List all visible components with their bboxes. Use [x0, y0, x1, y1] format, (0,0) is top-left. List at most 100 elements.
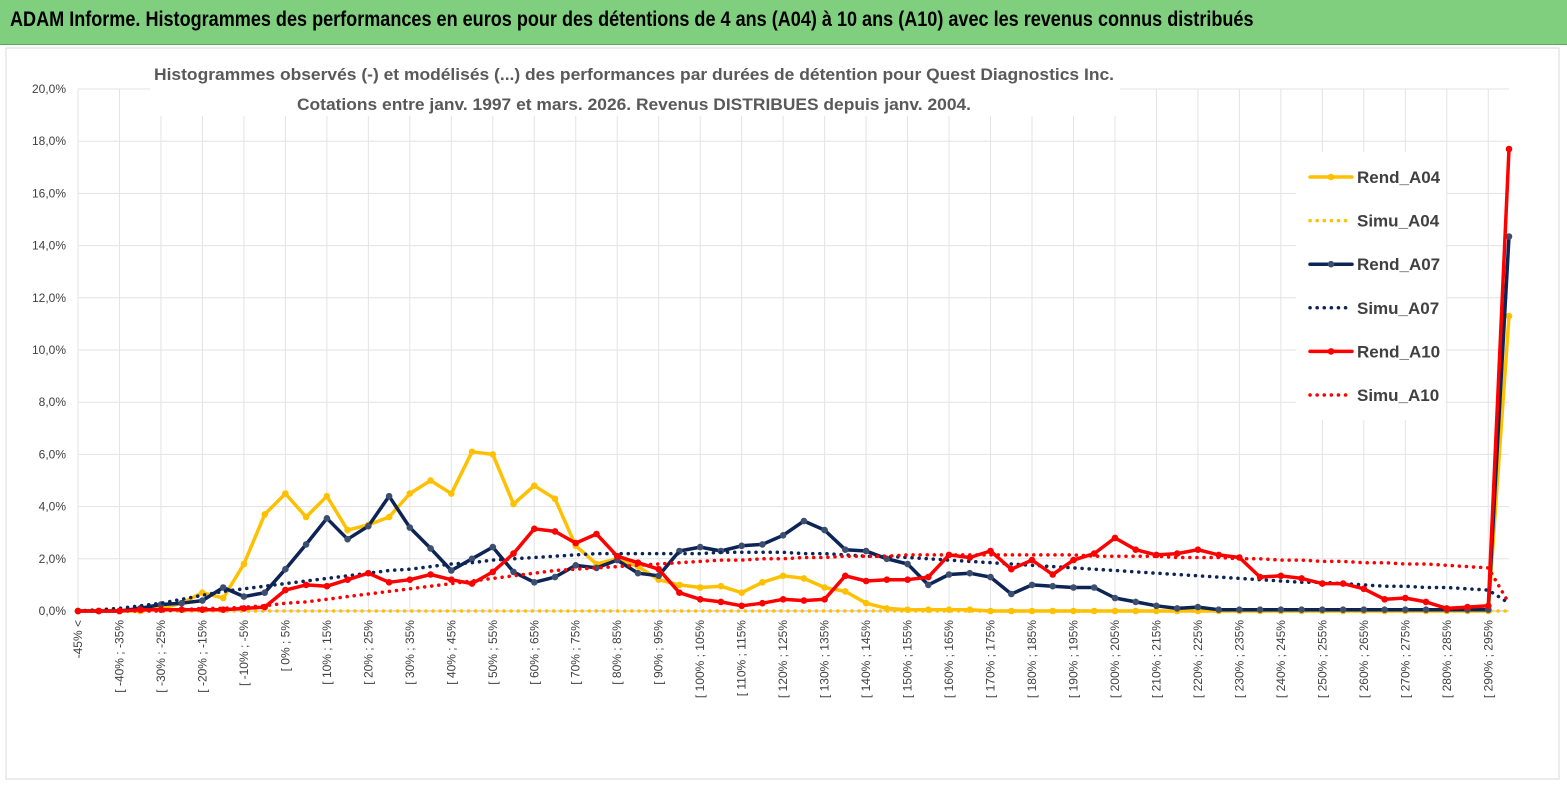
point-rend-a07: [987, 573, 994, 581]
point-rend-a04: [240, 560, 248, 568]
point-rend-a10: [1070, 556, 1077, 564]
point-rend-a10: [1008, 565, 1015, 573]
point-rend-a10: [1298, 575, 1305, 582]
legend-marker-rend-a07: [1327, 260, 1335, 268]
point-rend-a07: [323, 515, 331, 522]
point-rend-a07: [904, 560, 911, 568]
legend-label-rend-a07: Rend_A07: [1357, 255, 1440, 274]
point-rend-a07: [1153, 602, 1160, 610]
point-rend-a07: [821, 526, 828, 534]
point-rend-a07: [1111, 594, 1119, 602]
point-rend-a07: [1008, 590, 1015, 598]
chart-subtitle: Cotations entre janv. 1997 et mars. 2026…: [297, 95, 971, 114]
point-rend-a10: [178, 606, 185, 613]
point-rend-a10: [427, 571, 434, 578]
y-axis-ticks: 0,0% 2,0% 4,0% 6,0% 8,0% 10,0% 12,0% 14,0% 16,0%…: [32, 82, 66, 618]
point-rend-a10: [344, 576, 351, 583]
point-rend-a10: [613, 552, 621, 560]
legend-label-rend-a04: Rend_A04: [1357, 168, 1441, 187]
point-rend-a07: [779, 532, 787, 539]
series-line-simu-a10: [76, 553, 1511, 613]
x-tick-label: [ 290% ; 295%: [1481, 620, 1495, 698]
point-rend-a04: [344, 526, 351, 534]
point-rend-a07: [551, 573, 559, 581]
title-background: [150, 58, 1120, 116]
y-tick-label: 4,0%: [39, 500, 67, 514]
legend-label-simu-a04: Simu_A04: [1357, 212, 1440, 231]
point-rend-a10: [1422, 598, 1430, 606]
point-rend-a10: [676, 589, 683, 596]
point-rend-a07: [1319, 606, 1326, 613]
point-rend-a10: [1464, 603, 1471, 611]
series-line-rend-a10: [76, 147, 1511, 613]
point-rend-a10: [987, 547, 994, 555]
x-tick-label: [ 280% ; 285%: [1440, 620, 1454, 698]
point-rend-a04: [862, 599, 870, 607]
point-rend-a04: [1008, 607, 1015, 615]
point-rend-a04: [302, 513, 310, 521]
x-axis-ticks: -45% < [ -40% ; -35% [ -30% ; -25% [ -20% ;…: [71, 620, 1495, 698]
legend-label-simu-a07: Simu_A07: [1357, 299, 1439, 318]
point-rend-a07: [531, 579, 538, 586]
point-rend-a10: [1277, 572, 1285, 580]
point-rend-a10: [1090, 550, 1098, 557]
x-tick-label: [ 190% ; 195%: [1066, 620, 1080, 698]
point-rend-a10: [883, 576, 891, 583]
point-rend-a07: [1381, 606, 1388, 613]
point-rend-a07: [1236, 606, 1243, 613]
point-rend-a04: [406, 490, 414, 497]
x-tick-label: -45% <: [71, 620, 85, 658]
point-rend-a07: [1090, 584, 1098, 591]
point-rend-a10: [1443, 605, 1451, 612]
point-rend-a07: [261, 589, 269, 596]
point-rend-a07: [1132, 598, 1139, 606]
point-rend-a07: [655, 572, 662, 580]
point-rend-a04: [282, 490, 289, 497]
point-rend-a10: [572, 539, 579, 547]
point-rend-a10: [593, 530, 600, 538]
point-rend-a10: [1381, 596, 1388, 603]
point-rend-a07: [1505, 233, 1513, 240]
point-rend-a04: [261, 511, 269, 518]
point-rend-a07: [448, 567, 455, 574]
x-tick-label: [ 200% ; 205%: [1108, 620, 1122, 698]
histogram-chart: 0,0% 2,0% 4,0% 6,0% 8,0% 10,0% 12,0% 14,0% 16,0%…: [5, 47, 1560, 780]
y-tick-label: 12,0%: [32, 291, 66, 305]
point-rend-a10: [323, 582, 331, 590]
point-rend-a07: [1402, 606, 1409, 613]
y-tick-label: 18,0%: [32, 134, 66, 148]
point-rend-a04: [489, 451, 497, 458]
y-tick-label: 20,0%: [32, 82, 66, 96]
point-rend-a07: [1339, 606, 1347, 613]
x-tick-label: [ 110% ; 115%: [735, 620, 749, 697]
y-tick-label: 6,0%: [39, 447, 67, 461]
point-rend-a10: [1194, 546, 1202, 553]
x-tick-label: [ 240% ; 245%: [1274, 620, 1288, 698]
point-rend-a10: [1505, 145, 1513, 153]
point-rend-a10: [1339, 580, 1347, 587]
point-rend-a07: [738, 542, 745, 550]
point-rend-a10: [696, 596, 704, 603]
point-rend-a10: [904, 576, 911, 583]
x-tick-label: [ 210% ; 215%: [1149, 620, 1163, 698]
point-rend-a07: [966, 569, 974, 577]
point-rend-a10: [1402, 594, 1409, 602]
chart-title: Histogrammes observés (-) et modélisés (…: [154, 65, 1114, 84]
point-rend-a10: [862, 577, 870, 585]
point-rend-a10: [842, 572, 849, 580]
point-rend-a10: [966, 554, 974, 561]
point-rend-a07: [1173, 605, 1181, 612]
point-rend-a07: [282, 565, 289, 573]
point-rend-a10: [821, 596, 828, 603]
point-rend-a10: [1485, 602, 1492, 610]
point-rend-a04: [468, 448, 476, 456]
point-rend-a10: [406, 576, 414, 583]
x-tick-label: [ -40% ; -35%: [112, 620, 126, 693]
series-lines: [74, 145, 1513, 615]
point-rend-a07: [800, 517, 808, 525]
point-rend-a07: [1256, 606, 1264, 613]
point-rend-a10: [925, 573, 932, 581]
point-rend-a10: [738, 602, 745, 610]
point-rend-a04: [1505, 312, 1513, 320]
point-rend-a07: [1298, 606, 1305, 613]
